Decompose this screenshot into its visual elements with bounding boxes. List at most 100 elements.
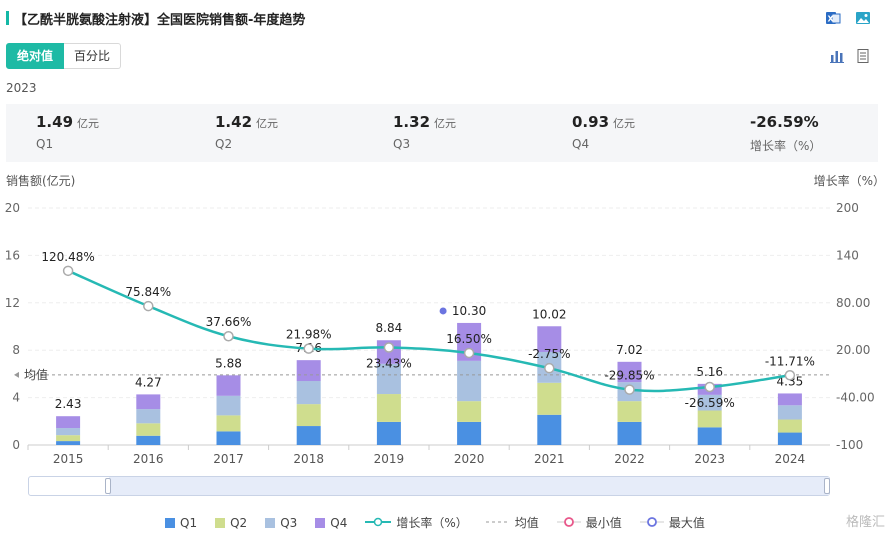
x-tick-label: 2023 [694, 452, 725, 466]
x-tick-label: 2015 [53, 452, 84, 466]
growth-rate-label: 16.50% [446, 332, 492, 346]
summary-unit: 亿元 [77, 117, 100, 130]
growth-rate-point [704, 381, 715, 393]
y2-tick-label: 200 [836, 201, 859, 215]
summary-value: 0.93 [572, 113, 610, 131]
legend-swatch [215, 517, 226, 528]
growth-rate-label: 37.66% [206, 315, 252, 329]
y-tick-label: 12 [5, 296, 20, 310]
range-slider[interactable] [28, 476, 830, 496]
bar-total-label: 10.02 [532, 307, 566, 321]
growth-rate-label: -2.75% [528, 347, 570, 361]
bar-segment-q3 [457, 360, 482, 402]
x-tick-label: 2021 [534, 452, 565, 466]
bar-total-label: 4.35 [777, 374, 804, 388]
bar-segment-q2 [376, 394, 401, 422]
growth-rate-label: 120.48% [41, 250, 94, 264]
legend-item[interactable]: 增长率（%） [365, 514, 468, 531]
view-icons [829, 48, 871, 64]
bar-segment-q4 [296, 360, 321, 382]
bar-segment-q1 [617, 421, 642, 445]
legend-item[interactable]: Q2 [215, 516, 247, 530]
growth-rate-label: 21.98% [286, 328, 332, 342]
summary-value: -26.59% [750, 113, 819, 131]
y2-axis-title: 增长率（%） [814, 173, 885, 188]
y2-tick-label: -40.00 [836, 391, 875, 405]
x-tick-label: 2018 [293, 452, 324, 466]
bar-total-label: 4.27 [135, 375, 162, 389]
bar-segment-q3 [376, 363, 401, 395]
y-tick-label: 8 [12, 343, 20, 357]
growth-rate-label: 75.84% [125, 285, 171, 299]
chart-title: 【乙酰半胱氨酸注射液】全国医院销售额-年度趋势 [14, 13, 306, 28]
summary-value: 1.42 [215, 113, 253, 131]
legend-label: 最小值 [585, 516, 622, 530]
bar-segment-q4 [537, 326, 562, 352]
growth-rate-point [62, 265, 74, 277]
bar-segment-q1 [216, 431, 241, 445]
summary-growth: -26.59% 增长率（%） [750, 112, 821, 154]
bar-segment-q3 [777, 405, 802, 420]
legend-label: 最大值 [668, 516, 705, 530]
summary-q3: 1.32 亿元 Q3 [393, 112, 456, 151]
watermark: 格隆汇 [845, 515, 885, 530]
y2-tick-label: 20.00 [836, 343, 870, 357]
bar-segment-q1 [56, 441, 81, 445]
average-label: 均值 [24, 367, 48, 382]
bar-segment-q2 [457, 401, 482, 422]
range-slider-selection[interactable] [109, 477, 829, 495]
summary-value: 1.32 [393, 113, 431, 131]
legend-item[interactable]: Q1 [165, 516, 197, 530]
bar-segment-q2 [56, 435, 81, 442]
bar-segment-q3 [216, 395, 241, 416]
legend-item[interactable]: Q4 [315, 516, 347, 530]
y-tick-label: 4 [12, 391, 20, 405]
title-accent-bar [6, 11, 9, 25]
bar-segment-q4 [777, 393, 802, 406]
legend-item[interactable]: 最大值 [639, 514, 705, 531]
legend-item[interactable]: Q3 [265, 516, 297, 530]
bar-segment-q2 [777, 419, 802, 433]
title-bar: 【乙酰半胱氨酸注射液】全国医院销售额-年度趋势 [0, 8, 891, 28]
growth-rate-label: -11.71% [765, 354, 815, 368]
growth-rate-line [67, 269, 791, 393]
summary-year: 2023 [6, 81, 37, 95]
tab-absolute[interactable]: 绝对值 [6, 43, 65, 69]
bar-segment-q1 [457, 421, 482, 445]
growth-rate-point [223, 330, 234, 342]
bar-segment-q2 [136, 423, 161, 436]
bar-total-label: 7.02 [616, 343, 643, 357]
bar-segment-q1 [296, 426, 321, 445]
summary-unit: 亿元 [613, 117, 636, 130]
excel-export-icon[interactable]: X [825, 10, 841, 26]
legend-label: Q1 [180, 515, 198, 530]
legend-item[interactable]: 均值 [485, 514, 539, 531]
summary-unit: 亿元 [256, 117, 279, 130]
mode-tabs: 绝对值 百分比 [6, 43, 122, 69]
legend-item[interactable]: 最小值 [556, 514, 622, 531]
bar-total-label: 2.43 [55, 397, 82, 411]
legend-swatch [265, 517, 276, 528]
x-tick-label: 2016 [133, 452, 164, 466]
bar-total-label: 8.84 [376, 321, 403, 335]
bar-segment-q4 [216, 375, 241, 396]
summary-unit: 亿元 [434, 117, 457, 130]
range-slider-right-handle[interactable] [824, 478, 830, 494]
y-tick-label: 16 [5, 248, 20, 262]
y-tick-label: 20 [5, 201, 20, 215]
document-icon[interactable] [855, 48, 871, 64]
growth-rate-point [383, 342, 395, 353]
growth-rate-point [463, 347, 475, 359]
range-slider-left-handle[interactable] [105, 478, 111, 494]
bar-chart-icon[interactable] [829, 48, 845, 64]
legend-label: 增长率（%） [396, 516, 468, 530]
bar-segment-q3 [56, 428, 81, 436]
growth-rate-point [624, 384, 635, 395]
tab-percentage[interactable]: 百分比 [64, 43, 122, 69]
y-tick-label: 0 [12, 438, 20, 452]
bar-segment-q2 [216, 415, 241, 432]
image-export-icon[interactable] [855, 10, 871, 26]
bar-segment-q4 [136, 394, 161, 410]
chart-legend: Q1 Q2 Q3 Q4 增长率（%） 均值 最小值 最大值 [165, 514, 705, 531]
growth-rate-label: -26.59% [685, 396, 735, 410]
